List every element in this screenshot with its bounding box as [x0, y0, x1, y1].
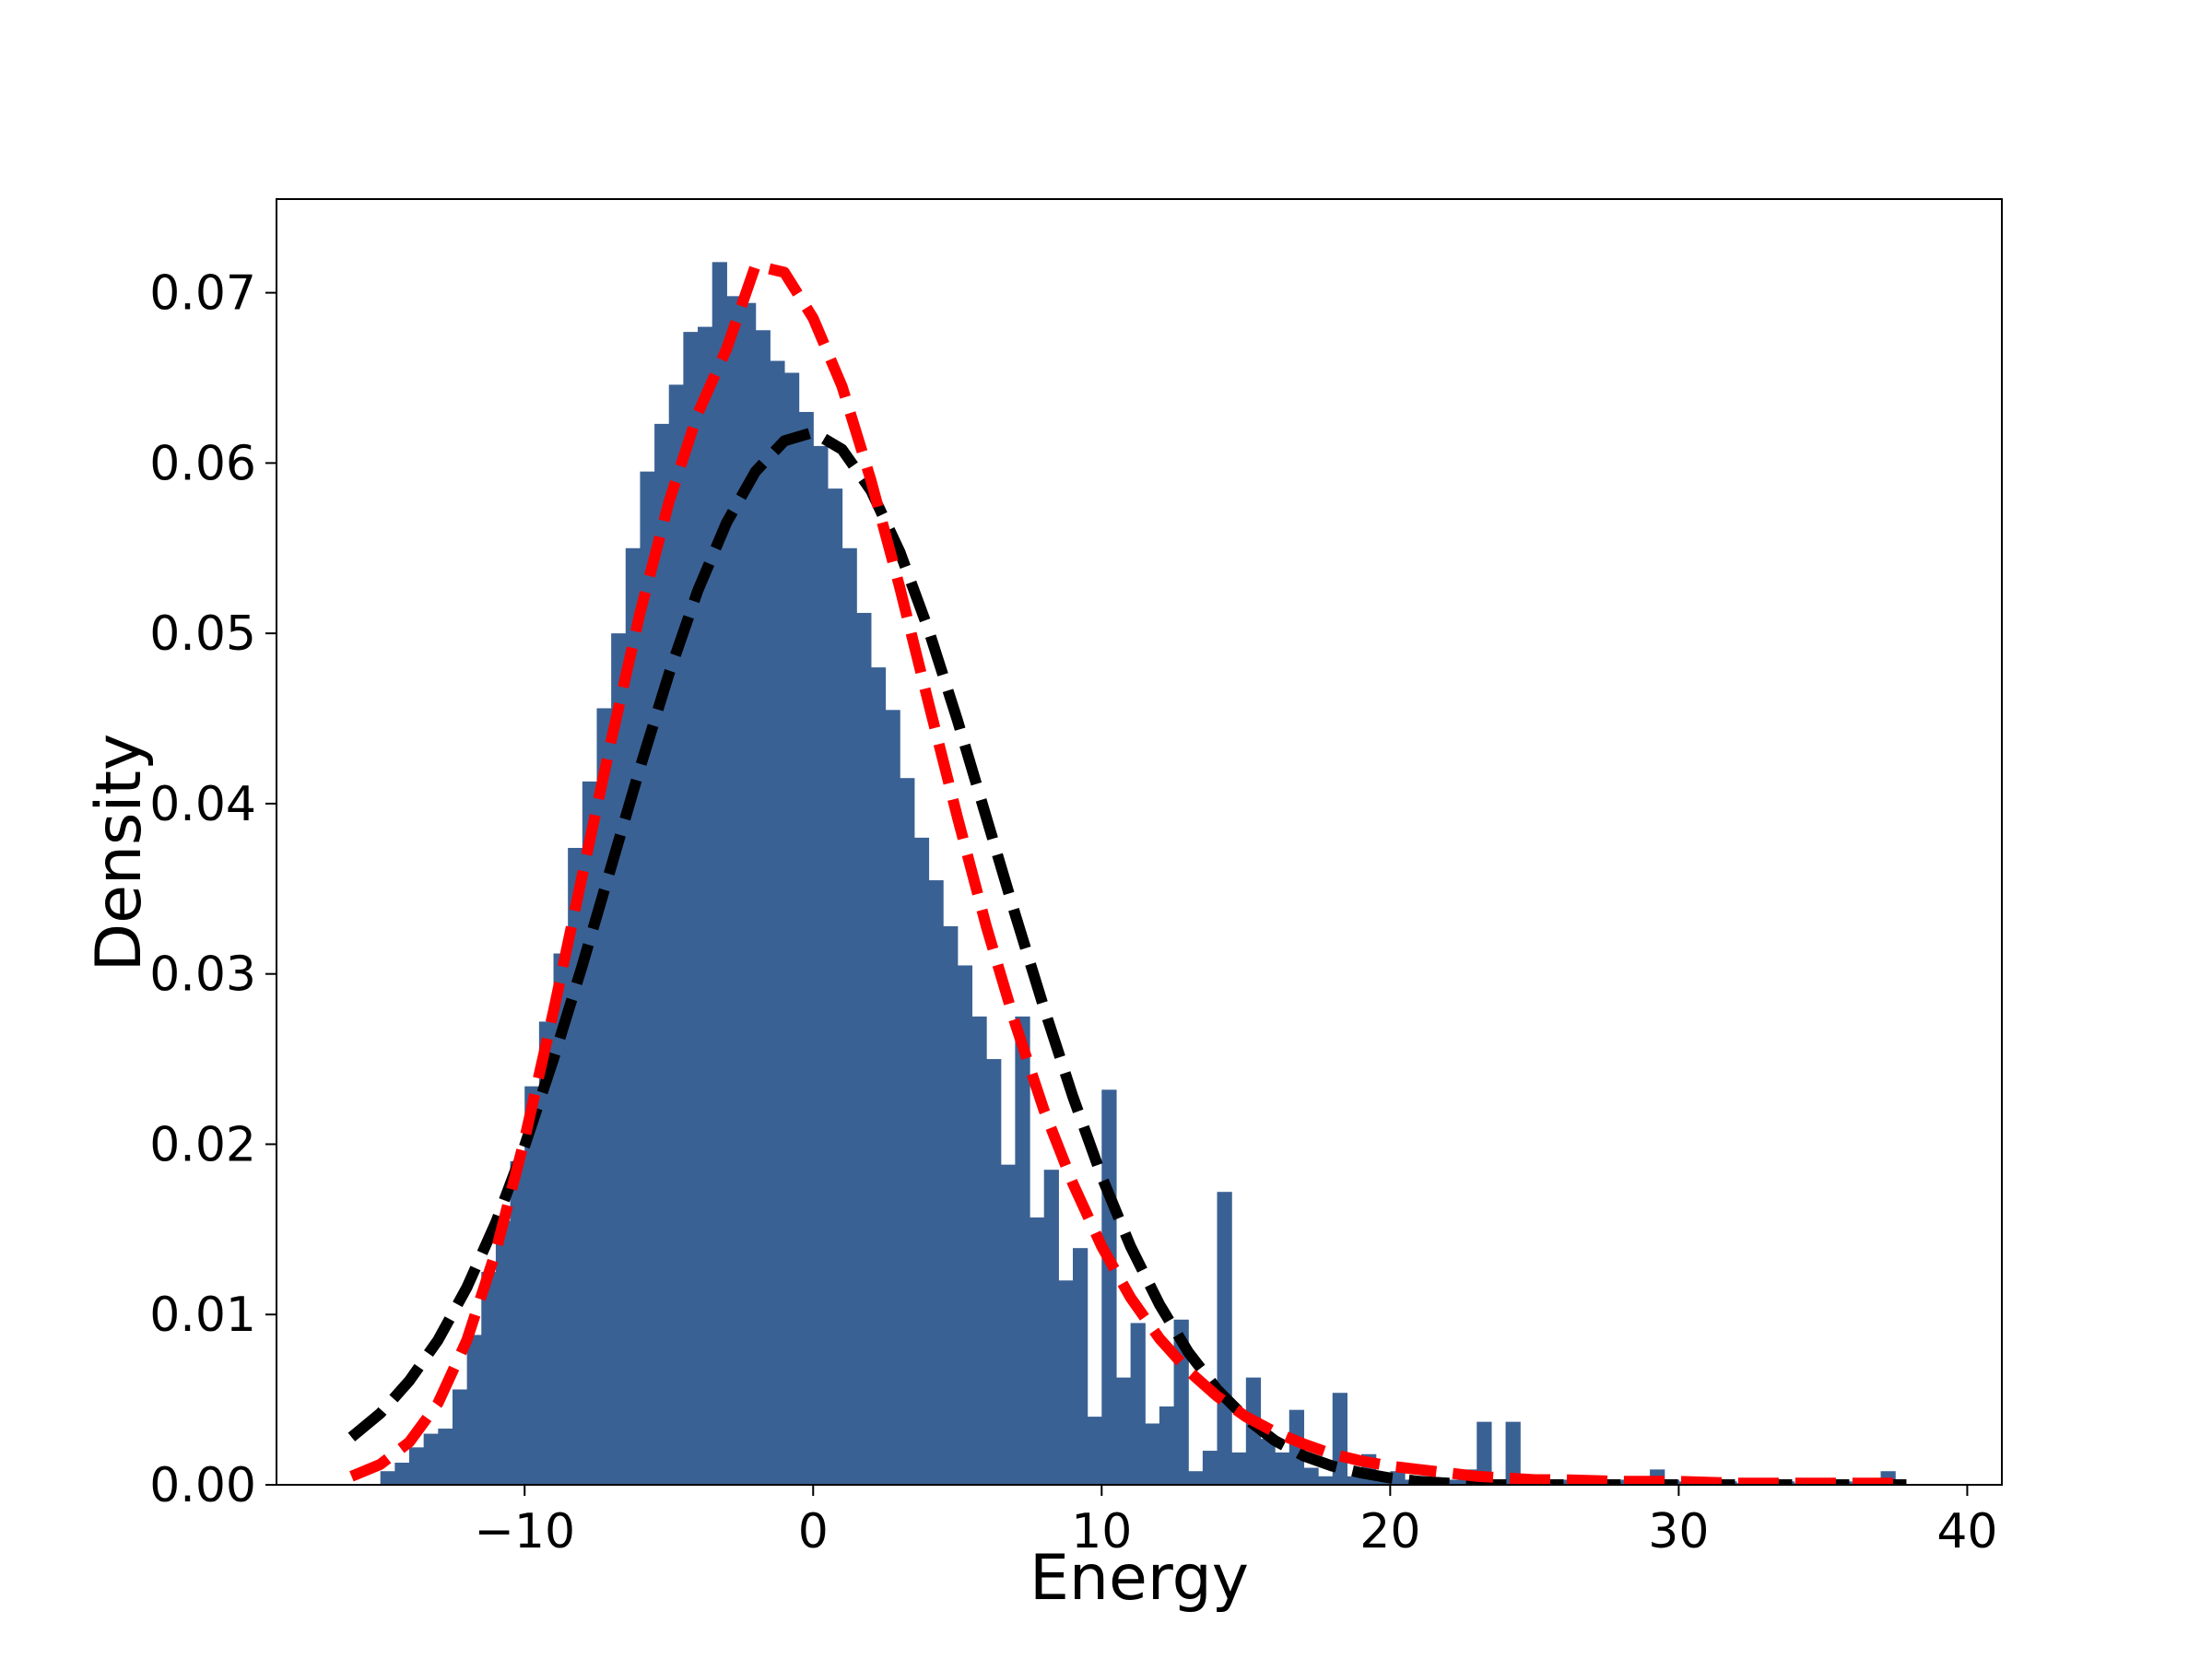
- histogram-bar: [1130, 1323, 1146, 1485]
- histogram-bar: [1347, 1476, 1362, 1485]
- histogram-bar: [1231, 1452, 1247, 1485]
- histogram-bar: [900, 778, 915, 1485]
- x-axis-label: Energy: [1030, 1542, 1249, 1615]
- histogram-bar: [957, 965, 973, 1485]
- histogram-bar: [986, 1059, 1002, 1485]
- histogram-bar: [841, 547, 857, 1485]
- histogram-bar: [625, 547, 641, 1485]
- histogram-bar: [611, 633, 627, 1485]
- histogram-bar: [495, 1220, 512, 1485]
- y-tick-label: 0.07: [149, 266, 256, 322]
- histogram-bar: [510, 1160, 525, 1485]
- histogram-bar: [971, 1016, 987, 1485]
- histogram-bar: [755, 330, 771, 1485]
- histogram-bar: [1318, 1476, 1334, 1485]
- histogram-bar: [1101, 1089, 1117, 1485]
- histogram-bar: [1087, 1417, 1102, 1485]
- x-tick-label: 0: [798, 1504, 829, 1559]
- histogram-bar: [1058, 1280, 1074, 1485]
- histogram-bar: [1303, 1467, 1319, 1485]
- histogram-bar: [1188, 1471, 1204, 1485]
- histogram-bar: [1217, 1192, 1232, 1485]
- histogram-bar: [913, 837, 930, 1485]
- histogram-bar: [452, 1389, 468, 1485]
- histogram-bar: [1145, 1423, 1160, 1485]
- plot-frame: [276, 198, 2003, 1486]
- x-tick-label: 20: [1359, 1504, 1420, 1559]
- y-tick-label: 0.03: [149, 947, 256, 1003]
- histogram-bar: [394, 1462, 410, 1485]
- y-tick-label: 0.00: [149, 1458, 256, 1513]
- histogram-bar: [798, 411, 814, 1485]
- histogram-bar: [1043, 1170, 1059, 1485]
- x-tick-label: 10: [1071, 1504, 1132, 1559]
- histogram-bar: [870, 667, 887, 1485]
- histogram-bar: [538, 1021, 555, 1485]
- y-tick-label: 0.06: [149, 436, 256, 491]
- histogram-bar: [827, 488, 843, 1485]
- histogram-bar: [1030, 1217, 1045, 1485]
- red-dashed-curve: [349, 260, 1910, 1485]
- histogram-bar: [813, 445, 829, 1485]
- histogram-bar: [1260, 1439, 1276, 1485]
- y-tick-label: 0.01: [149, 1288, 256, 1343]
- x-tick-label: −10: [474, 1504, 575, 1559]
- fit-curves: [347, 260, 1910, 1485]
- histogram-bar: [712, 262, 727, 1485]
- histogram-bars: [380, 262, 1896, 1485]
- histogram-bar: [1073, 1248, 1088, 1485]
- histogram-bar: [524, 1086, 540, 1485]
- x-tick-label: 40: [1936, 1504, 1997, 1559]
- histogram-bar: [1000, 1164, 1016, 1485]
- histogram-bar: [1245, 1377, 1262, 1485]
- x-axis: −10 0 10 20 30 40: [474, 1485, 1998, 1559]
- histogram-bar: [1505, 1421, 1521, 1485]
- histogram-bar: [698, 326, 713, 1485]
- histogram-bar: [640, 471, 655, 1485]
- histogram-bar: [466, 1335, 482, 1485]
- histogram-bar: [596, 708, 612, 1485]
- histogram-bar: [885, 710, 900, 1485]
- histogram-bar: [668, 384, 684, 1485]
- black-dashed-curve: [347, 427, 1910, 1485]
- histogram-bar: [380, 1471, 395, 1485]
- histogram-bar: [943, 925, 959, 1485]
- histogram-bar: [770, 360, 785, 1485]
- histogram-bar: [928, 880, 944, 1485]
- histogram-bar: [683, 332, 699, 1485]
- histogram-bar: [741, 302, 757, 1485]
- histogram-bar: [423, 1433, 439, 1485]
- histogram-bar: [856, 612, 872, 1485]
- x-tick-label: 30: [1648, 1504, 1709, 1559]
- y-axis-label: Density: [83, 734, 156, 972]
- histogram-bar: [1202, 1451, 1218, 1485]
- histogram-bar: [654, 423, 670, 1485]
- histogram-bar: [438, 1429, 453, 1485]
- histogram-bar: [1115, 1377, 1132, 1485]
- histogram-bar: [409, 1447, 425, 1485]
- y-tick-label: 0.04: [149, 777, 256, 832]
- y-tick-label: 0.05: [149, 606, 256, 662]
- histogram-bar: [1477, 1421, 1492, 1485]
- histogram-bar: [1015, 1016, 1030, 1485]
- histogram-bar: [1390, 1471, 1406, 1485]
- y-axis: 0.00 0.01 0.02 0.03 0.04 0.05 0.06 0.07: [149, 266, 276, 1513]
- y-tick-label: 0.02: [149, 1117, 256, 1172]
- histogram-bar: [783, 372, 800, 1485]
- histogram-bar: [1159, 1406, 1175, 1485]
- histogram-bar: [553, 953, 569, 1485]
- histogram-bar: [1447, 1479, 1464, 1485]
- histogram-bar: [481, 1272, 497, 1485]
- histogram-bar: [1275, 1452, 1290, 1485]
- histogram-bar: [726, 296, 742, 1485]
- histogram-bar: [1288, 1409, 1305, 1485]
